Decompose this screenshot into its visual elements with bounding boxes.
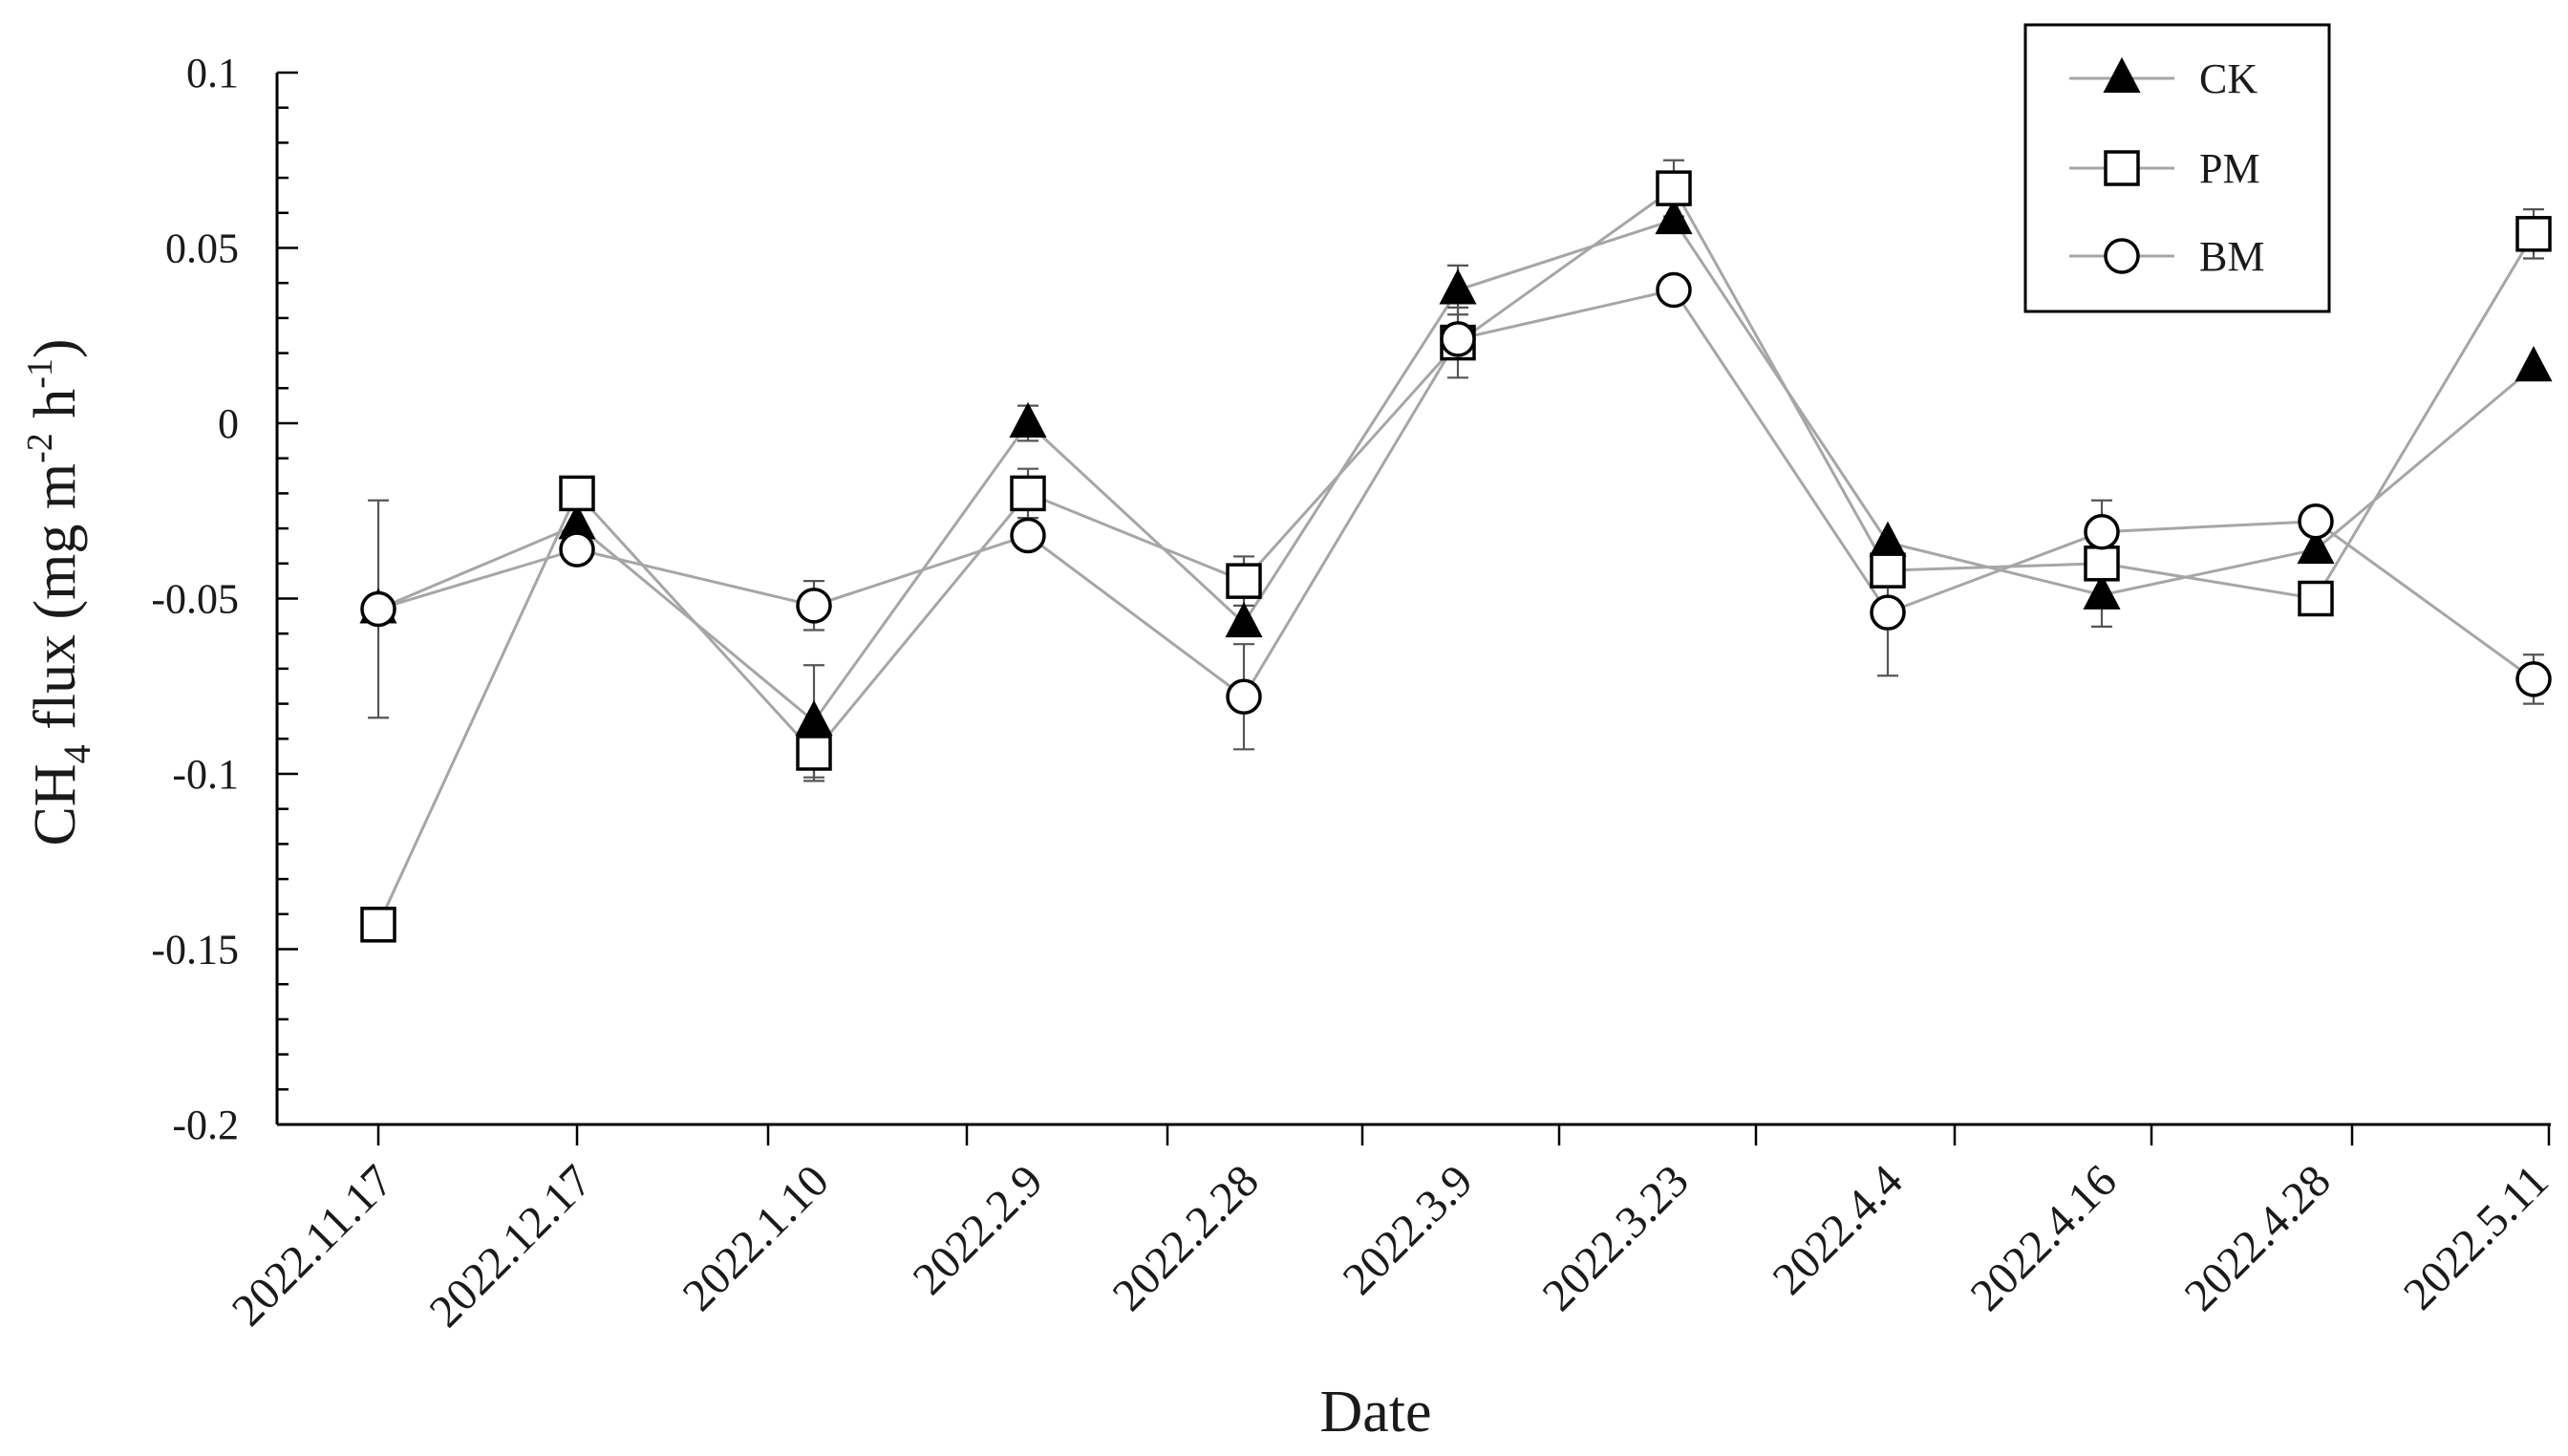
x-axis-ticks: 2022.11.17 2022.12.17 2022.1.10 2022.2.9 202… bbox=[223, 1124, 2558, 1338]
pm-marker bbox=[1656, 170, 1692, 206]
pm-marker bbox=[2084, 546, 2120, 582]
ck-marker bbox=[2083, 573, 2121, 610]
pm-marker bbox=[360, 907, 396, 943]
y-tick-label: -0.2 bbox=[172, 1102, 239, 1148]
pm-marker bbox=[1870, 552, 1906, 589]
x-tick-label: 2022.4.4 bbox=[1764, 1155, 1913, 1304]
pm-marker bbox=[796, 735, 832, 771]
bm-marker bbox=[1010, 517, 1046, 554]
x-tick-label: 2022.11.17 bbox=[223, 1155, 403, 1336]
x-tick-label: 2022.3.9 bbox=[1334, 1155, 1483, 1304]
bm-marker bbox=[1226, 678, 1262, 716]
ck-marker bbox=[1655, 199, 1693, 235]
x-tick-label: 2022.2.9 bbox=[904, 1155, 1053, 1304]
bm-marker bbox=[1870, 594, 1906, 631]
ck-marker bbox=[2297, 527, 2335, 565]
legend-pm-label: PM bbox=[2199, 145, 2260, 192]
bm-marker bbox=[559, 531, 595, 567]
legend-bm-label: BM bbox=[2199, 233, 2264, 280]
y-tick-label: -0.05 bbox=[151, 576, 239, 623]
ck-marker bbox=[1009, 401, 1047, 438]
ck-marker bbox=[795, 699, 833, 736]
legend-pm-marker bbox=[2104, 150, 2140, 186]
series-markers bbox=[359, 170, 2553, 943]
x-tick-label: 2022.4.16 bbox=[1961, 1155, 2127, 1320]
y-axis-ticks: 0.1 0.05 0 -0.05 -0.1 -0.15 -0.2 bbox=[151, 50, 298, 1148]
y-tick-label: -0.15 bbox=[151, 927, 239, 974]
bm-marker bbox=[1440, 321, 1476, 357]
bm-marker bbox=[2515, 661, 2552, 697]
pm-marker bbox=[2515, 216, 2552, 252]
legend: CK PM BM bbox=[2023, 23, 2331, 313]
x-tick-label: 2022.3.23 bbox=[1533, 1155, 1699, 1320]
x-tick-label: 2022.12.17 bbox=[420, 1155, 602, 1337]
bm-marker bbox=[1656, 271, 1692, 309]
pm-marker bbox=[1226, 563, 1262, 599]
legend-ck-marker bbox=[2103, 56, 2141, 93]
y-tick-label: 0.05 bbox=[165, 225, 239, 272]
pm-marker bbox=[1010, 475, 1046, 512]
y-tick-label: 0 bbox=[218, 400, 239, 447]
ck-marker bbox=[1869, 521, 1907, 557]
y-axis-title: CH4 flux (mg m-2 h-1) bbox=[20, 338, 98, 846]
legend-ck-label: CK bbox=[2199, 55, 2258, 102]
pm-marker bbox=[559, 475, 595, 512]
x-axis-title: Date bbox=[1319, 1380, 1431, 1445]
bm-marker bbox=[2084, 514, 2120, 550]
x-tick-label: 2022.1.10 bbox=[674, 1155, 839, 1320]
x-tick-label: 2022.4.28 bbox=[2175, 1155, 2341, 1320]
pm-marker bbox=[2298, 580, 2334, 617]
bm-marker bbox=[2298, 503, 2334, 540]
y-tick-label: -0.1 bbox=[172, 751, 239, 798]
x-tick-label: 2022.2.28 bbox=[1103, 1155, 1269, 1320]
ck-marker bbox=[1439, 268, 1477, 305]
ck-marker bbox=[1225, 602, 1263, 638]
y-tick-label: 0.1 bbox=[186, 50, 239, 96]
ck-marker bbox=[558, 503, 596, 540]
bm-marker bbox=[360, 590, 396, 628]
ck-marker bbox=[2514, 346, 2553, 382]
bm-marker bbox=[796, 588, 832, 624]
x-tick-label: 2022.5.11 bbox=[2394, 1155, 2558, 1319]
legend-bm-marker bbox=[2104, 238, 2140, 274]
